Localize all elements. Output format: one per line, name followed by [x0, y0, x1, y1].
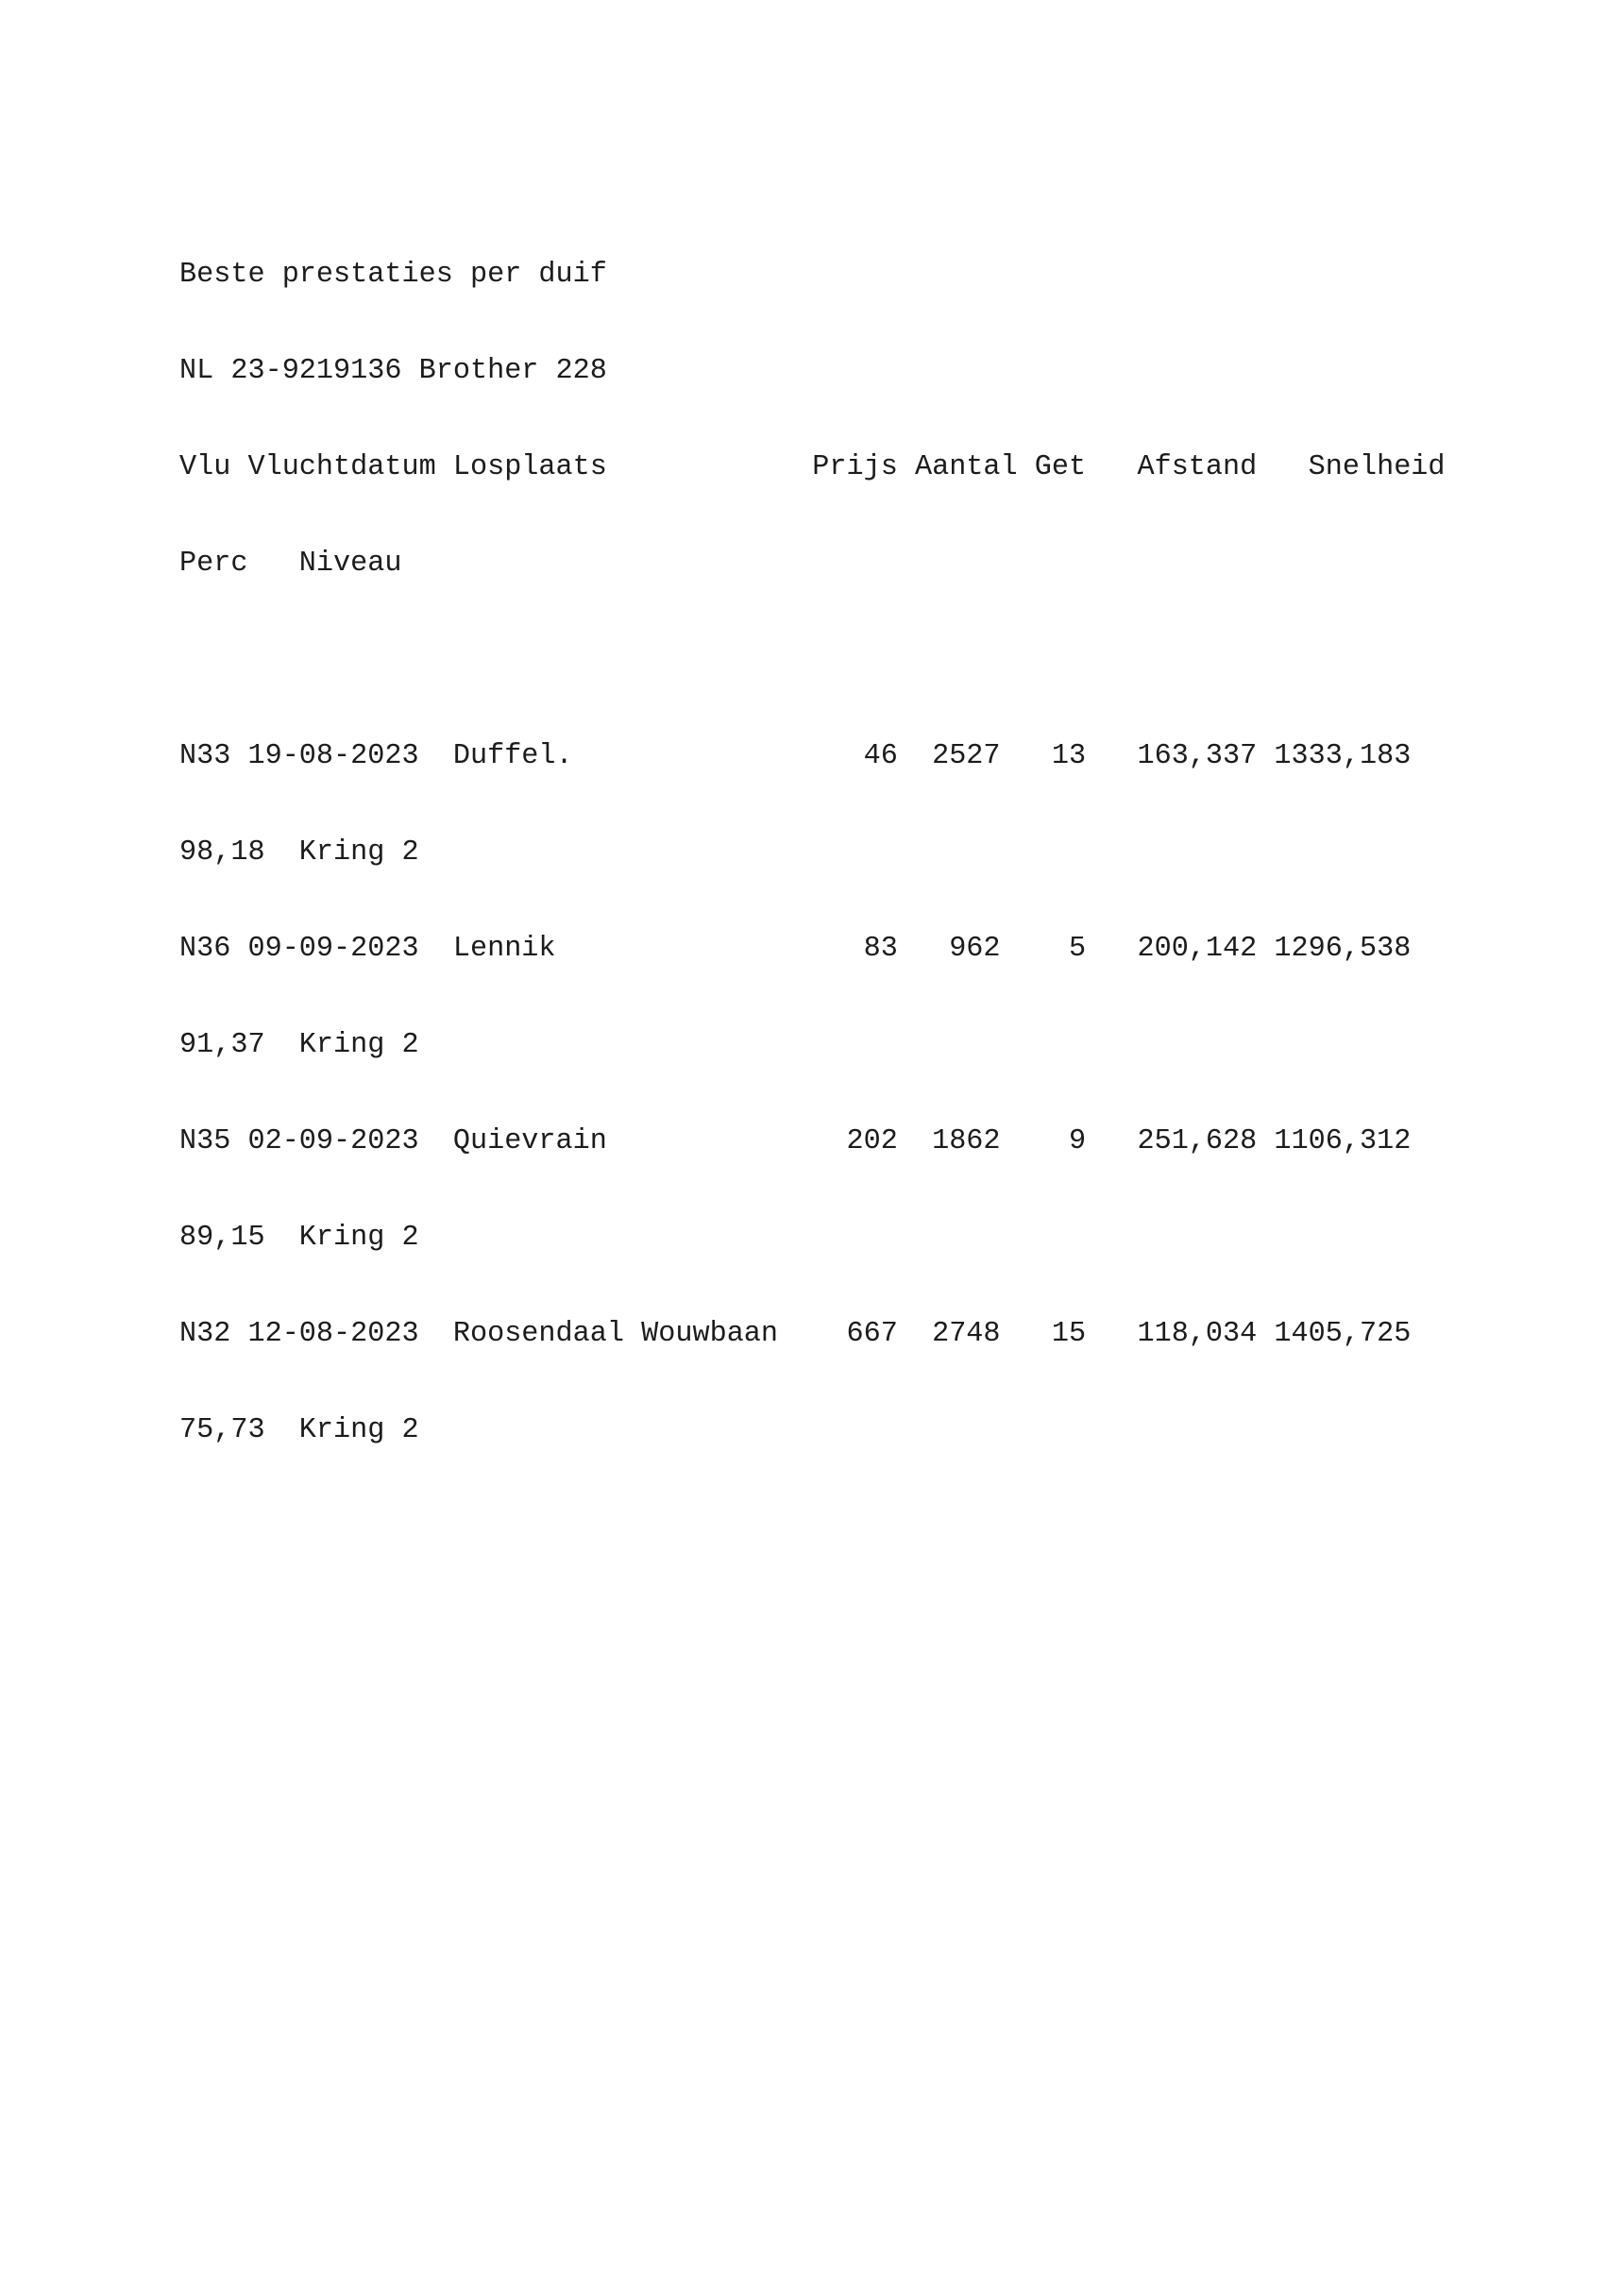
race-row-3-main: N35 02-09-2023 Quievrain 202 1862 9 251,… [179, 1125, 1412, 1157]
pigeon-performance-report: Beste prestaties per duif NL 23-9219136 … [179, 194, 1446, 1511]
race-row-1-main: N33 19-08-2023 Duffel. 46 2527 13 163,33… [179, 740, 1412, 772]
race-row-2-main: N36 09-09-2023 Lennik 83 962 5 200,142 1… [179, 933, 1412, 965]
pigeon-id: NL 23-9219136 Brother 228 [179, 355, 607, 387]
race-row-2-perc-niveau: 91,37 Kring 2 [179, 1029, 419, 1061]
column-header-main: Vlu Vluchtdatum Losplaats Prijs Aantal G… [179, 451, 1446, 483]
report-title: Beste prestaties per duif [179, 259, 607, 291]
race-row-4-perc-niveau: 75,73 Kring 2 [179, 1414, 419, 1446]
race-row-1-perc-niveau: 98,18 Kring 2 [179, 836, 419, 869]
race-row-4-main: N32 12-08-2023 Roosendaal Wouwbaan 667 2… [179, 1318, 1412, 1350]
blank-line [179, 644, 1446, 676]
race-row-3-perc-niveau: 89,15 Kring 2 [179, 1222, 419, 1254]
column-header-secondary: Perc Niveau [179, 548, 402, 580]
